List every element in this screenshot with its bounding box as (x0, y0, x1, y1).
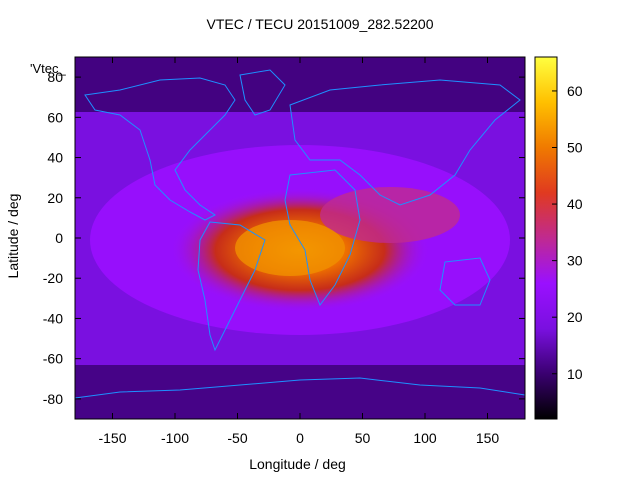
y-tick-label: 60 (47, 109, 63, 125)
x-tick-label: 50 (355, 430, 371, 446)
colorbar-tick-label: 30 (567, 253, 583, 269)
y-tick-label: -60 (43, 351, 63, 367)
y-tick-label: -20 (43, 270, 63, 286)
x-tick-label: -50 (227, 430, 247, 446)
coast-australia (439, 257, 491, 306)
y-axis-label: Latitude / deg (5, 193, 21, 279)
anomaly-extension (320, 187, 460, 243)
coast-south-america (197, 221, 266, 352)
coast-africa (284, 169, 361, 307)
y-tick-label: -80 (43, 391, 63, 407)
x-tick-label: -150 (98, 430, 126, 446)
y-tick-label: -40 (43, 310, 63, 326)
colorbar-tick-label: 40 (567, 196, 583, 212)
coast-greenland (239, 69, 286, 116)
coast-eurasia (289, 79, 521, 206)
south-polar-band (75, 365, 525, 419)
colorbar (534, 56, 558, 420)
coast-antarctica (75, 377, 525, 399)
x-axis-label: Longitude / deg (249, 456, 346, 472)
colorbar-tick-label: 60 (567, 83, 583, 99)
x-tick-label: -100 (161, 430, 189, 446)
y-axis: -80 -60 -40 -20 0 20 40 60 80 (43, 69, 525, 407)
coast-north-america (84, 77, 236, 221)
coastlines (75, 69, 525, 399)
y-tick-label: 40 (47, 150, 63, 166)
colorbar-tick-label: 20 (567, 309, 583, 325)
x-tick-label: 0 (296, 430, 304, 446)
colorbar-tick-label: 50 (567, 140, 583, 156)
heatmap-field (75, 57, 525, 419)
x-tick-label: 100 (413, 430, 437, 446)
y-tick-label: 80 (47, 69, 63, 85)
y-tick-label: 0 (55, 230, 63, 246)
series-label: 'Vtec_ (30, 61, 66, 76)
x-tick-label: 150 (476, 430, 500, 446)
anomaly-peak (235, 220, 345, 276)
y-tick-label: 20 (47, 190, 63, 206)
colorbar-tick-label: 10 (567, 366, 583, 382)
x-axis: -150 -100 -50 0 50 100 150 (98, 57, 499, 446)
north-polar-band (75, 57, 525, 112)
colorbar-ticks: 10 20 30 40 50 60 (552, 83, 583, 382)
chart-title: VTEC / TECU 20151009_282.52200 (206, 16, 434, 32)
